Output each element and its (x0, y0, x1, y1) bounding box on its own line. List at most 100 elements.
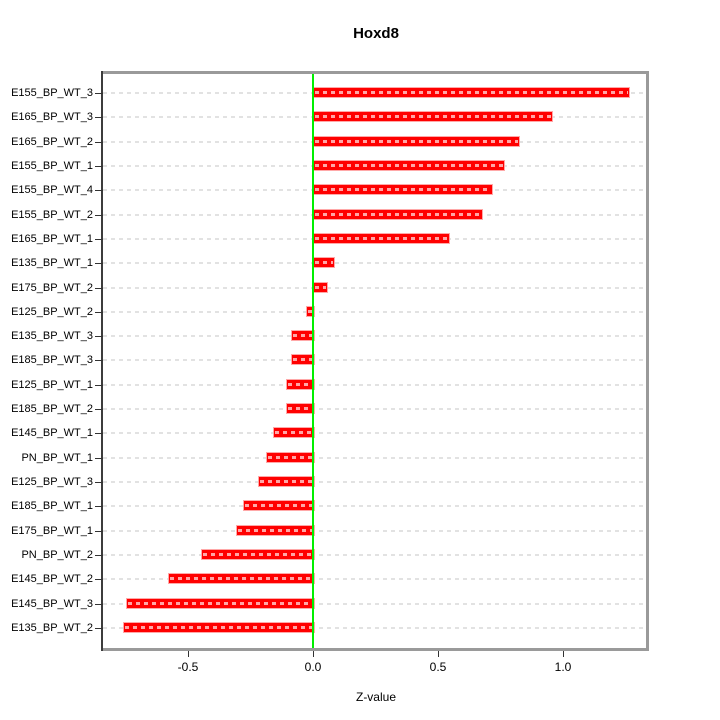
bar-inner-dash (292, 334, 313, 338)
y-tick (95, 530, 103, 532)
y-tick-label: E165_BP_WT_1 (11, 232, 93, 245)
bar (305, 305, 315, 317)
y-tick-label: E165_BP_WT_3 (11, 111, 93, 124)
y-tick (95, 141, 103, 143)
gridline (103, 432, 646, 435)
bar-inner-dash (315, 115, 551, 119)
y-tick (95, 457, 103, 459)
x-tick-label: 1.0 (554, 660, 572, 674)
bar-inner-dash (315, 91, 628, 94)
bar (313, 208, 483, 220)
y-tick-label: E135_BP_WT_3 (11, 330, 93, 343)
x-axis-title: Z-value (355, 690, 396, 704)
bar (123, 621, 315, 633)
x-tick-label: -0.5 (177, 660, 199, 674)
gridline (103, 408, 646, 411)
y-tick-label: E185_BP_WT_1 (11, 500, 93, 513)
chart-title: Hoxd8 (353, 25, 399, 42)
gridline (103, 286, 646, 289)
y-tick (95, 603, 103, 605)
bar-inner-dash (315, 261, 333, 265)
bar (125, 597, 315, 609)
bar-inner-dash (170, 577, 313, 581)
bar (235, 524, 315, 536)
gridline (103, 626, 646, 629)
y-tick (95, 117, 103, 119)
y-tick-label: E125_BP_WT_3 (11, 476, 93, 489)
bar (313, 184, 493, 196)
bar (265, 451, 315, 463)
y-tick (95, 165, 103, 167)
y-tick (95, 384, 103, 386)
zero-line (312, 74, 314, 648)
bar-inner-dash (315, 139, 518, 143)
bar (313, 111, 553, 123)
bar-inner-dash (315, 212, 481, 216)
bar (313, 281, 328, 293)
bar-inner-dash (125, 625, 313, 629)
bar-inner-dash (267, 455, 313, 459)
bar-inner-dash (202, 553, 313, 557)
bar-inner-dash (260, 480, 313, 484)
bar (273, 427, 315, 439)
gridline (103, 335, 646, 338)
x-tick (438, 651, 439, 657)
y-tick (95, 482, 103, 484)
y-tick-label: E125_BP_WT_1 (11, 378, 93, 391)
y-tick-label: E185_BP_WT_2 (11, 403, 93, 416)
y-tick-label: PN_BP_WT_1 (21, 451, 93, 464)
bar (200, 549, 315, 561)
y-tick (95, 409, 103, 411)
bar-inner-dash (315, 285, 326, 289)
bar-inner-dash (315, 188, 491, 192)
bar (258, 476, 315, 488)
bar-inner-dash (275, 431, 313, 435)
bar-inner-dash (315, 163, 503, 167)
plot-border-bottom (101, 648, 649, 651)
bar (290, 354, 315, 366)
gridline (103, 456, 646, 459)
y-tick (95, 287, 103, 289)
y-tick-label: E185_BP_WT_3 (11, 354, 93, 367)
plot-border-right (646, 71, 649, 651)
gridline (103, 359, 646, 362)
x-tick-label: 0.5 (429, 660, 447, 674)
y-tick-label: E155_BP_WT_1 (11, 159, 93, 172)
y-tick (95, 93, 103, 94)
y-tick-label: PN_BP_WT_2 (21, 549, 93, 562)
plot-area (103, 74, 646, 648)
y-tick (95, 263, 103, 265)
bar (168, 573, 315, 585)
plot-border-top (101, 71, 649, 74)
gridline (103, 529, 646, 532)
x-tick (188, 651, 189, 657)
x-tick (313, 651, 314, 657)
bar (313, 135, 520, 147)
bar (285, 403, 315, 415)
y-tick-label: E155_BP_WT_2 (11, 208, 93, 221)
bar-inner-dash (127, 601, 313, 605)
y-tick-label: E155_BP_WT_3 (11, 87, 93, 99)
bar (313, 257, 335, 269)
y-tick (95, 238, 103, 240)
gridline (103, 505, 646, 508)
gridline (103, 310, 646, 313)
gridline (103, 602, 646, 605)
y-tick (95, 579, 103, 581)
y-tick-label: E155_BP_WT_4 (11, 184, 93, 197)
y-tick (95, 214, 103, 216)
y-tick (95, 555, 103, 557)
y-tick (95, 627, 103, 629)
bar-inner-dash (307, 309, 313, 313)
gridline (103, 383, 646, 386)
bar-inner-dash (292, 358, 313, 362)
y-tick-label: E145_BP_WT_1 (11, 427, 93, 440)
bar-inner-dash (315, 236, 448, 240)
y-tick (95, 311, 103, 313)
y-tick-label: E165_BP_WT_2 (11, 135, 93, 148)
bar (313, 87, 630, 98)
bar-inner-dash (287, 382, 313, 386)
gridline (103, 578, 646, 581)
bar (285, 378, 315, 390)
